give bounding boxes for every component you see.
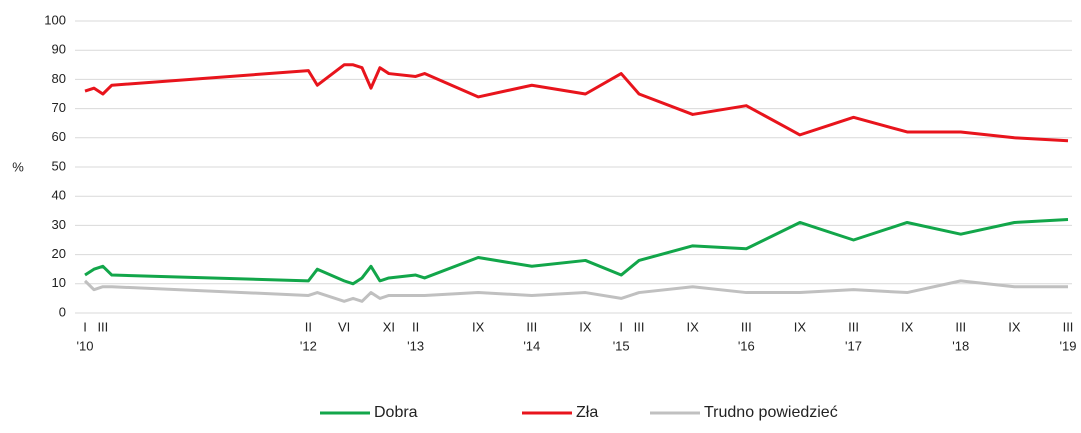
x-year-label: '14 — [523, 338, 540, 353]
x-tick-label: VI — [338, 319, 350, 334]
x-tick-label: IX — [579, 319, 592, 334]
y-tick-label: 50 — [52, 158, 66, 173]
x-year-label: '19 — [1060, 338, 1077, 353]
x-tick-label: III — [741, 319, 752, 334]
legend-label: Dobra — [374, 404, 418, 421]
y-tick-label: 80 — [52, 71, 66, 86]
x-tick-label: III — [955, 319, 966, 334]
y-tick-label: 100 — [44, 12, 66, 27]
x-tick-label: II — [305, 319, 312, 334]
y-tick-label: 20 — [52, 246, 66, 261]
x-year-label: '10 — [77, 338, 94, 353]
x-year-label: '18 — [952, 338, 969, 353]
y-tick-label: 10 — [52, 275, 66, 290]
x-year-label: '12 — [300, 338, 317, 353]
y-tick-label: 30 — [52, 217, 66, 232]
x-tick-label: II — [412, 319, 419, 334]
x-tick-label: I — [83, 319, 87, 334]
y-tick-label: 90 — [52, 42, 66, 57]
x-tick-label: IX — [687, 319, 700, 334]
y-tick-label: 0 — [59, 304, 66, 319]
x-tick-label: XI — [383, 319, 395, 334]
y-tick-label: 60 — [52, 129, 66, 144]
line — [83, 279, 1068, 303]
x-year-label: '17 — [845, 338, 862, 353]
y-axis-label: % — [12, 159, 24, 174]
x-tick-label: IX — [472, 319, 485, 334]
x-tick-label: III — [526, 319, 537, 334]
x-tick-label: IX — [901, 319, 914, 334]
y-tick-label: 40 — [52, 188, 66, 203]
line — [84, 63, 1069, 143]
line — [84, 218, 1069, 286]
x-tick-label: III — [1063, 319, 1074, 334]
legend-label: Trudno powiedzieć — [704, 404, 838, 421]
x-year-label: '15 — [613, 338, 630, 353]
x-year-label: '16 — [738, 338, 755, 353]
legend-label: Zła — [576, 404, 598, 421]
y-tick-label: 70 — [52, 100, 66, 115]
x-tick-label: III — [634, 319, 645, 334]
x-tick-label: I — [619, 319, 623, 334]
x-tick-label: III — [848, 319, 859, 334]
x-tick-label: III — [97, 319, 108, 334]
x-tick-label: IX — [794, 319, 807, 334]
x-year-label: '13 — [407, 338, 424, 353]
x-tick-label: IX — [1008, 319, 1021, 334]
